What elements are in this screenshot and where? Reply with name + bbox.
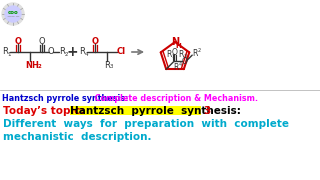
Text: 1: 1 (171, 54, 174, 59)
Text: O: O (92, 37, 99, 46)
Text: O: O (14, 37, 21, 46)
Text: 2: 2 (64, 53, 68, 57)
Text: R: R (179, 50, 184, 59)
Text: 2: 2 (38, 64, 42, 69)
Text: Hantzsch pyrrole synthesis:: Hantzsch pyrrole synthesis: (2, 94, 128, 103)
Text: O: O (39, 37, 45, 46)
Circle shape (5, 6, 21, 22)
Text: 4: 4 (178, 62, 181, 67)
Text: Complete description & Mechanism.: Complete description & Mechanism. (92, 94, 259, 103)
Text: ~~~: ~~~ (6, 15, 20, 19)
FancyBboxPatch shape (70, 106, 201, 115)
Text: N: N (171, 37, 179, 47)
Text: Hantzsch  pyrrole  synthesis:: Hantzsch pyrrole synthesis: (70, 106, 244, 116)
Circle shape (2, 3, 24, 25)
Text: 3: 3 (184, 54, 187, 59)
Text: NH: NH (25, 60, 39, 69)
Text: Today’s topic:: Today’s topic: (3, 106, 88, 116)
Text: 1: 1 (7, 53, 11, 57)
Text: R: R (79, 48, 85, 57)
Text: 2: 2 (198, 48, 201, 53)
Text: Different  ways  for  preparation  with  complete: Different ways for preparation with comp… (3, 119, 289, 129)
Text: mechanistic  description.: mechanistic description. (3, 132, 151, 142)
Text: 3: 3 (203, 106, 211, 116)
Text: O: O (181, 57, 187, 66)
Text: R: R (104, 60, 110, 69)
Text: O: O (171, 48, 177, 57)
Text: R: R (173, 63, 179, 72)
Text: R: R (193, 49, 198, 58)
Text: 3: 3 (109, 64, 113, 69)
Text: +: + (66, 45, 78, 59)
Text: H: H (175, 43, 181, 49)
Text: R: R (2, 48, 8, 57)
Text: O: O (48, 48, 54, 57)
Text: R: R (59, 48, 65, 57)
Text: R: R (166, 50, 172, 59)
Text: coo: coo (8, 10, 18, 15)
Text: 4: 4 (84, 53, 88, 57)
Text: Cl: Cl (116, 48, 125, 57)
